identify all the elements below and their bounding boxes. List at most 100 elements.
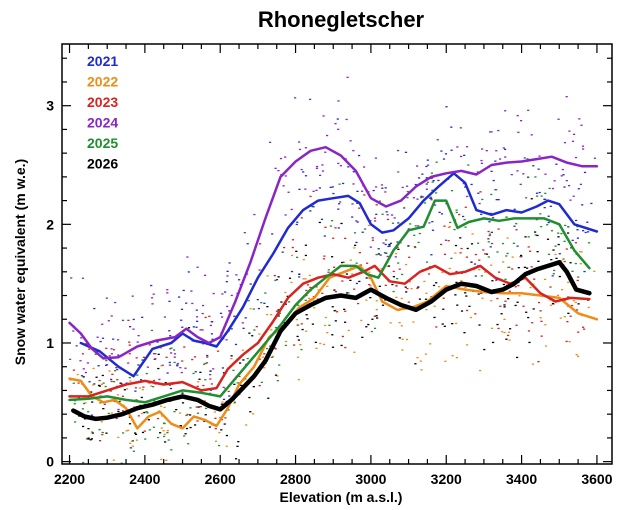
scatter-point (334, 123, 337, 125)
scatter-point (425, 309, 428, 311)
scatter-point (503, 306, 506, 308)
y-tick-label: 0 (46, 454, 54, 470)
scatter-point (99, 440, 102, 442)
scatter-point (565, 340, 568, 343)
scatter-point (199, 406, 202, 408)
scatter-point (520, 120, 523, 122)
scatter-point (84, 371, 87, 374)
scatter-point (237, 441, 240, 443)
scatter-point (284, 344, 287, 347)
scatter-point (379, 254, 382, 256)
x-tick-label: 3400 (506, 471, 537, 487)
scatter-point (143, 411, 146, 414)
scatter-point (277, 309, 280, 311)
scatter-point (274, 327, 277, 329)
scatter-point (414, 246, 417, 249)
scatter-point (166, 430, 169, 432)
scatter-point (209, 370, 212, 372)
scatter-point (218, 431, 221, 434)
scatter-point (361, 336, 364, 338)
scatter-point (72, 382, 75, 384)
scatter-point (544, 278, 547, 280)
scatter-point (291, 246, 294, 249)
scatter-point (581, 204, 584, 206)
scatter-point (333, 289, 336, 291)
scatter-point (583, 270, 586, 273)
scatter-point (373, 327, 377, 329)
scatter-point (393, 217, 396, 219)
scatter-point (544, 173, 547, 175)
scatter-point (506, 252, 509, 255)
scatter-point (450, 149, 453, 151)
scatter-point (369, 246, 372, 248)
scatter-point (355, 241, 358, 244)
scatter-point (102, 382, 105, 384)
scatter-point (490, 131, 493, 133)
scatter-point (370, 330, 373, 333)
scatter-point (482, 249, 485, 251)
scatter-point (164, 441, 167, 443)
scatter-point (327, 269, 330, 271)
scatter-point (380, 184, 384, 186)
scatter-point (470, 261, 473, 263)
scatter-point (315, 189, 318, 191)
scatter-point (302, 259, 305, 261)
scatter-point (195, 326, 198, 328)
scatter-point (487, 230, 490, 233)
scatter-point (427, 164, 430, 166)
scatter-point (551, 275, 554, 277)
scatter-point (345, 273, 348, 275)
scatter-point (192, 326, 195, 328)
scatter-point (100, 383, 103, 385)
axes: 2200 2400 2600 2800 3000 3200 3400 3600 0 1 2 3 (46, 43, 613, 487)
scatter-point (410, 288, 413, 290)
scatter-point (429, 196, 433, 198)
scatter-point (563, 316, 566, 318)
scatter-point (106, 364, 109, 366)
legend-entry-2025: 2025 (87, 135, 118, 151)
scatter-point (489, 131, 492, 133)
scatter-point (143, 430, 146, 432)
scatter-point (569, 199, 572, 201)
scatter-point (441, 323, 444, 325)
scatter-point (375, 300, 378, 302)
scatter-point (391, 222, 395, 224)
scatter-point (311, 323, 314, 325)
scatter-point (112, 459, 115, 461)
x-tick-label: 2400 (129, 471, 160, 487)
scatter-point (413, 246, 416, 248)
scatter-point (367, 323, 370, 326)
scatter-point (76, 373, 79, 376)
scatter-point (567, 232, 570, 234)
scatter-point (236, 382, 239, 384)
scatter-point (506, 237, 509, 239)
scatter-point (408, 256, 411, 258)
scatter-point (329, 186, 332, 188)
scatter-point (284, 340, 288, 343)
scatter-point (553, 269, 556, 272)
scatter-point (484, 253, 487, 255)
scatter-point (430, 254, 433, 256)
scatter-point (197, 381, 200, 383)
scatter-point (105, 297, 108, 299)
scatter-point (396, 241, 399, 243)
scatter-point (546, 224, 549, 226)
scatter-point (176, 364, 179, 366)
legend-entry-2021: 2021 (87, 53, 118, 69)
scatter-point (105, 359, 108, 362)
scatter-point (565, 180, 568, 182)
scatter-point (355, 220, 358, 222)
scatter-point (404, 151, 408, 153)
scatter-point (312, 206, 315, 208)
scatter-point (96, 336, 99, 338)
scatter-point (381, 304, 385, 306)
scatter-point (398, 268, 401, 270)
scatter-point (249, 308, 252, 310)
scatter-point (468, 305, 471, 307)
scatter-point (230, 328, 233, 330)
scatter-point (331, 346, 335, 348)
chart-title: Rhonegletscher (258, 7, 425, 32)
scatter-point (416, 287, 419, 289)
scatter-point (470, 243, 474, 245)
scatter-point (584, 231, 587, 234)
